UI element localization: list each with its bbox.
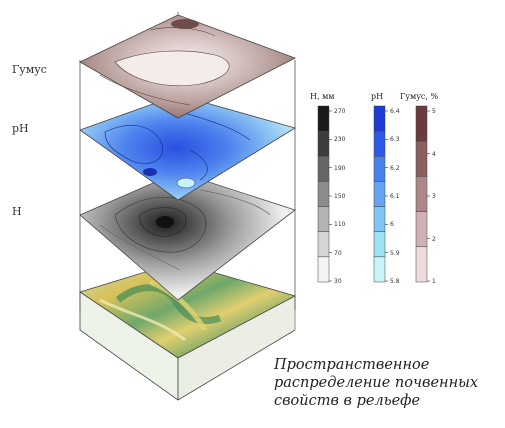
colorbar-0-segment xyxy=(317,181,330,207)
colorbar-2-tick-label: 1 xyxy=(432,278,436,285)
colorbar-2-tick-label: 3 xyxy=(432,193,436,200)
colorbar-0-segment xyxy=(317,156,330,182)
colorbar-0-segment xyxy=(317,105,330,132)
colorbar-1-tick-label: 5.8 xyxy=(390,278,400,285)
colorbar-2-segment xyxy=(415,105,428,142)
ph-layer-label: pH xyxy=(12,122,29,135)
colorbar-0-segment xyxy=(317,206,330,232)
colorbar-1-tick-label: 6.3 xyxy=(390,136,400,144)
caption-line-1: Пространственное xyxy=(274,357,430,373)
colorbar-1-segment xyxy=(373,231,386,258)
colorbar-1-segment xyxy=(373,130,386,157)
colorbar-0-tick-label: 70 xyxy=(334,249,342,257)
humus-layer-label: Гумус xyxy=(12,63,47,76)
colorbar-2-segment xyxy=(415,211,428,248)
colorbar-1-tick-label: 6.4 xyxy=(390,108,400,115)
colorbar-2-tick-label: 2 xyxy=(432,235,436,243)
caption-line-3: свойств в рельефе xyxy=(274,393,421,409)
colorbar-1-tick-label: 5.9 xyxy=(390,249,400,257)
colorbar-1-segment xyxy=(373,156,386,182)
colorbar-1-tick-label: 6.2 xyxy=(390,164,400,172)
colorbar-0-tick-label: 270 xyxy=(334,108,346,115)
colorbar-0-tick-label: 190 xyxy=(334,164,346,172)
caption-line-2: распределение почвенных xyxy=(274,375,479,391)
colorbar-2-segment xyxy=(415,140,428,177)
colorbar-2-segment xyxy=(415,176,428,212)
colorbar-1-tick-label: 6.1 xyxy=(390,193,400,200)
h-layer-label: H xyxy=(12,205,22,218)
colorbar-1-title: pH xyxy=(371,92,384,101)
colorbar-0-title: H, мм xyxy=(310,92,335,101)
caption: Пространственное распределение почвенных… xyxy=(274,356,504,410)
colorbar-1-segment xyxy=(373,105,386,132)
colorbar-0-tick-label: 230 xyxy=(334,136,346,144)
colorbar-0-tick-label: 150 xyxy=(334,193,346,200)
ph-layer-surface xyxy=(79,94,296,201)
colorbar-2-tick-label: 4 xyxy=(432,150,436,158)
colorbar-0-tick-label: 110 xyxy=(334,221,346,229)
colorbar-1-tick-label: 6 xyxy=(390,221,394,229)
colorbar-0-tick-label: 30 xyxy=(334,278,342,285)
colorbar-1-segment xyxy=(373,181,386,207)
colorbar-1-segment xyxy=(373,206,386,232)
colorbar-2-segment xyxy=(415,246,428,283)
colorbar-2-tick-label: 5 xyxy=(432,108,436,115)
terrain-axes xyxy=(79,292,296,401)
colorbar-2-title: Гумус, % xyxy=(400,92,439,101)
colorbar-0-segment xyxy=(317,231,330,258)
colorbar-1-segment xyxy=(373,256,386,283)
colorbar-0-segment xyxy=(317,256,330,283)
humus-layer-surface xyxy=(79,14,296,119)
h-layer-surface xyxy=(79,171,296,301)
colorbar-0-segment xyxy=(317,130,330,157)
colorbars xyxy=(317,105,430,283)
